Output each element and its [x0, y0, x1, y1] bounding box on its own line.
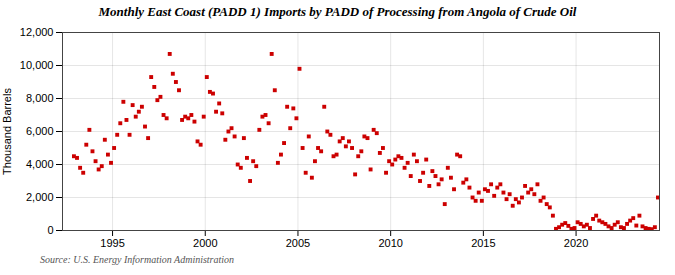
svg-text:Thousand Barrels: Thousand Barrels [1, 88, 13, 175]
svg-text:2000: 2000 [193, 237, 217, 249]
html-text:Monthly East Coast (PADD 1) Im: Monthly East Coast (PADD 1) Imports by P… [98, 4, 577, 19]
svg-text:2010: 2010 [378, 237, 402, 249]
svg-text:6,000: 6,000 [26, 125, 54, 137]
svg-text:8,000: 8,000 [26, 92, 54, 104]
svg-text:2015: 2015 [471, 237, 495, 249]
html-text:Source: U.S. Energy Informatio: Source: U.S. Energy Information Administ… [40, 254, 235, 265]
svg-text:2,000: 2,000 [26, 191, 54, 203]
svg-text:1995: 1995 [100, 237, 124, 249]
svg-text:4,000: 4,000 [26, 158, 54, 170]
svg-text:2005: 2005 [286, 237, 310, 249]
svg-text:10,000: 10,000 [20, 59, 54, 71]
svg-text:0: 0 [47, 224, 53, 236]
svg-text:2020: 2020 [564, 237, 588, 249]
svg-text:12,000: 12,000 [20, 26, 54, 38]
